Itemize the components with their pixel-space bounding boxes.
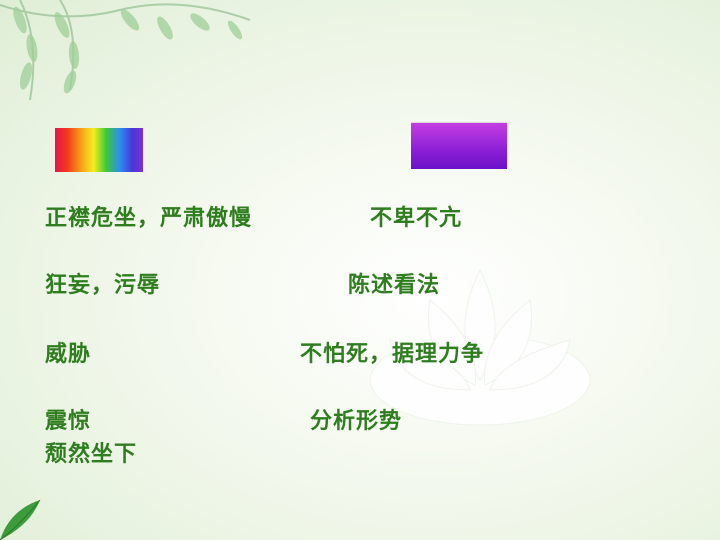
leaf-icon <box>0 500 41 540</box>
row-1-right-text: 不卑不亢 <box>370 206 463 231</box>
row-2-right-text: 陈述看法 <box>348 273 441 298</box>
rainbow-color-swatch <box>55 128 143 172</box>
row-2-left-text: 狂妄，污辱 <box>45 273 161 298</box>
row-4-right-text: 分析形势 <box>310 409 403 434</box>
lotus-flower-icon <box>369 268 591 426</box>
willow-branches-icon <box>0 0 251 101</box>
purple-color-swatch <box>411 122 507 169</box>
row-3-left-text: 威胁 <box>45 342 92 367</box>
row-4-left-text: 震惊 <box>45 409 92 434</box>
row-3-right-text: 不怕死，据理力争 <box>300 342 485 367</box>
row-1-left-text: 正襟危坐，严肃傲慢 <box>45 206 253 231</box>
extra-line-text: 颓然坐下 <box>45 442 138 467</box>
